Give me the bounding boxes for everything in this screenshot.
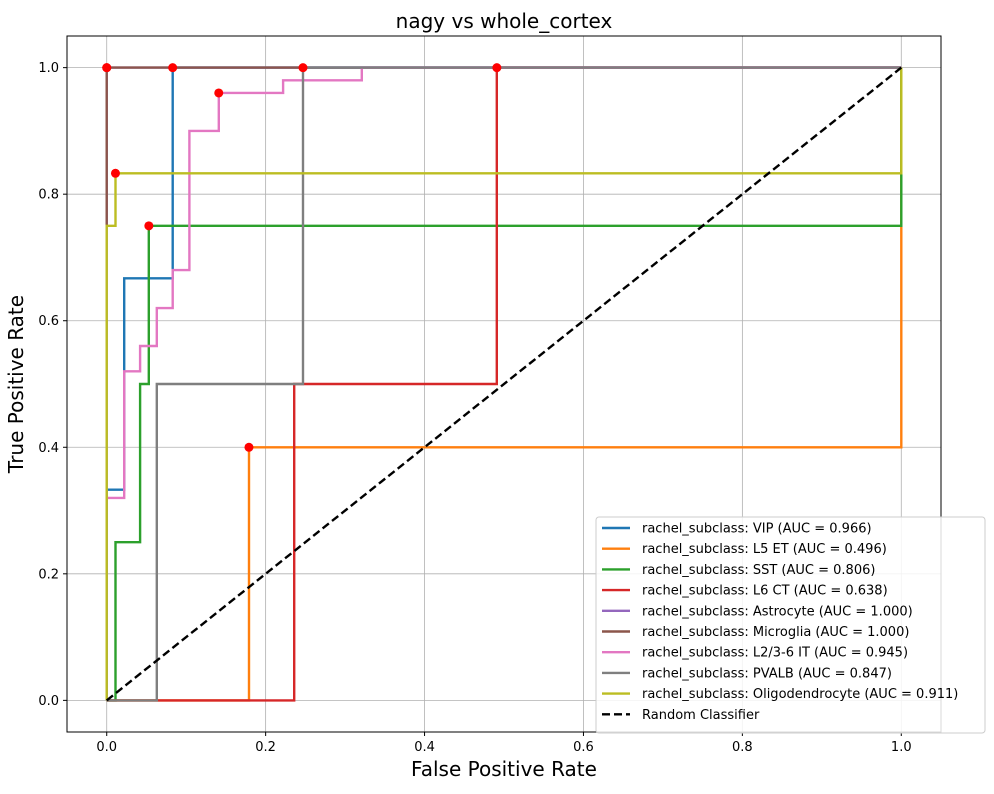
legend-label-0: rachel_subclass: VIP (AUC = 0.966)	[642, 522, 872, 537]
y-axis-ticks: 0.0 0.2 0.4 0.6 0.8 1.0	[38, 61, 67, 709]
y-tick-label: 0.6	[38, 314, 59, 329]
threshold-marker-8	[110, 168, 120, 178]
threshold-marker-6	[214, 88, 224, 98]
x-tick-label: 1.0	[891, 740, 912, 755]
legend-label-4: rachel_subclass: Astrocyte (AUC = 1.000)	[642, 604, 913, 619]
y-tick-label: 0.8	[38, 188, 59, 203]
threshold-marker-0	[168, 63, 178, 73]
legend-label-1: rachel_subclass: L5 ET (AUC = 0.496)	[642, 542, 887, 557]
x-tick-label: 0.4	[414, 740, 435, 755]
y-tick-label: 0.0	[38, 694, 59, 709]
y-tick-label: 1.0	[38, 61, 59, 76]
threshold-marker-2	[144, 221, 154, 231]
x-axis-ticks: 0.0 0.2 0.4 0.6 0.8 1.0	[96, 732, 912, 755]
threshold-marker-7	[298, 63, 308, 73]
plot-frame	[66, 35, 942, 733]
series-line-2	[106, 67, 903, 702]
series-line-7	[106, 66, 902, 702]
series-line-6	[106, 66, 902, 500]
x-tick-label: 0.6	[573, 740, 594, 755]
series-line-8	[105, 67, 903, 701]
legend-label-3: rachel_subclass: L6 CT (AUC = 0.638)	[642, 584, 888, 599]
legend-label-5: rachel_subclass: Microglia (AUC = 1.000)	[642, 625, 909, 640]
legend-label-6: rachel_subclass: L2/3-6 IT (AUC = 0.945)	[642, 646, 908, 661]
legend-label-7: rachel_subclass: PVALB (AUC = 0.847)	[642, 666, 892, 681]
series-line-9	[105, 66, 903, 702]
threshold-marker-3	[492, 63, 502, 73]
threshold-marker-1	[244, 442, 254, 452]
y-tick-label: 0.4	[38, 441, 59, 456]
x-tick-label: 0.0	[96, 740, 117, 755]
x-axis-label: False Positive Rate	[411, 757, 597, 781]
legend-label-2: rachel_subclass: SST (AUC = 0.806)	[642, 563, 875, 578]
y-tick-label: 0.2	[38, 567, 59, 582]
y-axis-label: True Positive Rate	[4, 295, 28, 474]
legend-frame	[595, 516, 986, 734]
legend-label-8: rachel_subclass: Oligodendrocyte (AUC = …	[642, 687, 958, 702]
chart-title: nagy vs whole_cortex	[396, 9, 613, 33]
x-tick-label: 0.2	[255, 740, 276, 755]
x-tick-label: 0.8	[732, 740, 753, 755]
threshold-markers	[102, 63, 502, 452]
legend-label-9: Random Classifier	[642, 708, 760, 723]
threshold-marker-5	[102, 63, 112, 73]
legend: rachel_subclass: VIP (AUC = 0.966) rachel…	[595, 516, 986, 734]
